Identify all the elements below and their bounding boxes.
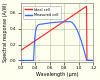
Legend: Ideal cell, Measured cell: Ideal cell, Measured cell	[23, 6, 61, 19]
Y-axis label: Spectral response (A/W): Spectral response (A/W)	[4, 3, 8, 62]
X-axis label: Wavelength (μm): Wavelength (μm)	[36, 72, 78, 77]
